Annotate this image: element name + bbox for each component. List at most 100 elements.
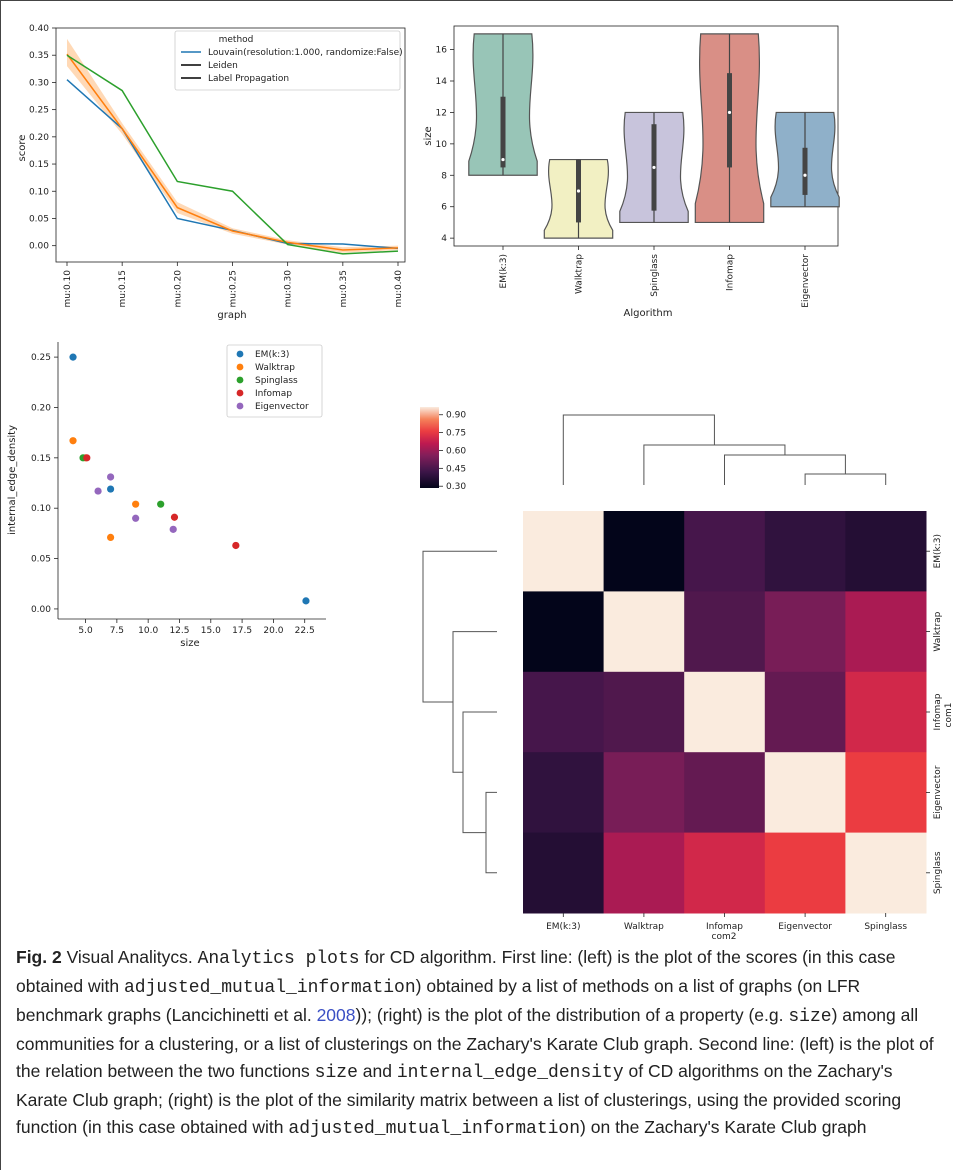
chart4-cell	[845, 752, 927, 834]
chart4-cell	[603, 832, 685, 914]
chart2-iqr-box	[727, 73, 732, 168]
chart1-legend-label: Leiden	[208, 61, 238, 71]
chart1-ytick-label: 0.05	[29, 214, 49, 224]
chart4-cell	[603, 671, 685, 753]
figure-caption: Fig. 2 Visual Analitycs. Analytics plots…	[16, 944, 946, 1143]
chart1-legend-box	[174, 30, 401, 91]
chart4-cell	[764, 591, 846, 673]
chart4-cell	[845, 671, 927, 753]
chart3-legend-label: Infomap	[255, 389, 292, 399]
chart1-ytick-label: 0.30	[29, 78, 49, 88]
chart3-xtick-label: 5.0	[78, 626, 93, 636]
caption-text: and	[357, 1061, 397, 1081]
chart1-series-line	[66, 54, 399, 255]
chart4-cell	[684, 671, 766, 753]
chart4-cell	[523, 591, 605, 673]
chart4-cell	[523, 671, 605, 753]
chart2-xlabel: Algorithm	[624, 308, 673, 319]
chart2-median-dot	[803, 173, 807, 177]
chart3-ytick-label: 0.10	[31, 504, 51, 514]
chart3-point	[132, 500, 140, 508]
chart3-point	[170, 513, 179, 521]
chart4-cell	[523, 511, 605, 592]
chart4-ytick-label: Infomap	[933, 693, 943, 730]
chart3-point	[106, 473, 115, 481]
chart2-xtick-label: Spinglass	[650, 254, 660, 297]
chart2-median-dot	[576, 189, 581, 193]
chart4-cell	[603, 752, 685, 834]
chart4-colorbar-label: 0.45	[446, 464, 466, 474]
chart4-dendro-link	[804, 473, 887, 485]
chart4-cell	[684, 752, 766, 834]
chart4-dendro-link	[462, 711, 497, 834]
chart4-col-dendrogram	[562, 414, 887, 485]
citation-link[interactable]: 2008	[316, 1005, 356, 1025]
chart1-xtick-label: mu:0.35	[339, 270, 349, 308]
caption-code: size	[314, 1063, 358, 1083]
chart3-point	[302, 597, 310, 605]
chart1-series-line	[66, 53, 399, 251]
chart3-ytick-label: 0.05	[31, 555, 51, 565]
chart1-legend-label: Louvain(resolution:1.000, randomize:Fals…	[208, 48, 403, 58]
chart3-point	[157, 500, 165, 508]
chart4-colorbar-label: 0.60	[446, 446, 466, 456]
chart3-legend-marker	[236, 402, 244, 410]
chart4-cell	[523, 752, 605, 834]
chart2-xtick-label: Walktrap	[575, 254, 585, 294]
caption-code: internal_edge_density	[396, 1063, 624, 1083]
chart4-cell	[764, 832, 846, 914]
chart4-cell	[684, 591, 766, 673]
chart2-iqr-box	[802, 147, 808, 195]
chart2-median-dot	[652, 165, 656, 170]
caption-code: size	[788, 1007, 832, 1027]
chart3-legend-label: Walktrap	[255, 363, 295, 373]
chart1-legend-title: method	[219, 35, 254, 45]
chart4-dendro-link	[724, 454, 846, 485]
chart4-colorbar-label: 0.30	[446, 482, 466, 492]
chart1-xtick-label: mu:0.30	[284, 270, 294, 308]
chart4-cell	[684, 511, 766, 592]
chart3-point	[69, 437, 77, 445]
chart3-point	[132, 514, 140, 522]
chart3-legend-label: EM(k:3)	[255, 350, 289, 360]
chart4-xlabel: com2	[712, 932, 737, 940]
chart3-xtick-label: 17.5	[232, 626, 252, 636]
chart1-ytick-label: 0.35	[29, 51, 49, 61]
caption-text: ) obtained by a list of methods on a lis…	[16, 976, 861, 1025]
chart3-point	[232, 541, 240, 550]
caption-code: adjusted_mutual_information	[288, 1119, 581, 1139]
chart4-ytick-label: Walktrap	[933, 611, 943, 651]
chart3-point	[106, 533, 115, 542]
chart2-xtick-label: EM(k:3)	[499, 254, 509, 288]
chart4-cell	[845, 832, 927, 914]
chart3-xlabel: size	[180, 638, 199, 649]
chart4-xtick-label: EM(k:3)	[546, 922, 580, 932]
chart1-xtick-label: mu:0.15	[118, 270, 128, 308]
chart1-legend-label: Label Propagation	[208, 74, 289, 84]
chart3-legend-box	[226, 344, 323, 418]
chart3-legend-label: Eigenvector	[255, 402, 309, 412]
chart1-xtick-label: mu:0.10	[63, 270, 73, 308]
chart3-ytick-label: 0.00	[31, 605, 51, 615]
chart4-cell	[764, 511, 846, 592]
chart3-point	[94, 487, 102, 495]
chart4-xtick-label: Spinglass	[864, 922, 907, 932]
chart4-dendro-link	[485, 791, 497, 874]
chart1-ylabel: score	[17, 135, 28, 162]
chart3-legend-marker	[236, 350, 244, 358]
chart4-cell	[764, 671, 846, 753]
chart3-point	[83, 454, 91, 462]
chart1-ytick-label: 0.15	[29, 160, 49, 170]
chart2-xtick-label: Infomap	[726, 254, 736, 291]
chart4-row-dendrogram	[422, 550, 497, 874]
caption-text: for CD algorithm. First line: (left) is …	[16, 947, 896, 996]
chart2-ytick-label: 8	[441, 171, 447, 181]
caption-text: ) on the Zachary's Karate Club graph	[580, 1117, 867, 1137]
chart4-ytick-label: Eigenvector	[933, 765, 943, 819]
chart3-xtick-label: 7.5	[110, 626, 124, 636]
chart4-ylabel: com1	[944, 703, 954, 728]
chart4-ytick-label: Spinglass	[933, 851, 943, 894]
chart3-xtick-label: 20.0	[263, 626, 283, 636]
chart4-cell	[603, 511, 685, 592]
chart3-legend-marker	[236, 363, 244, 371]
